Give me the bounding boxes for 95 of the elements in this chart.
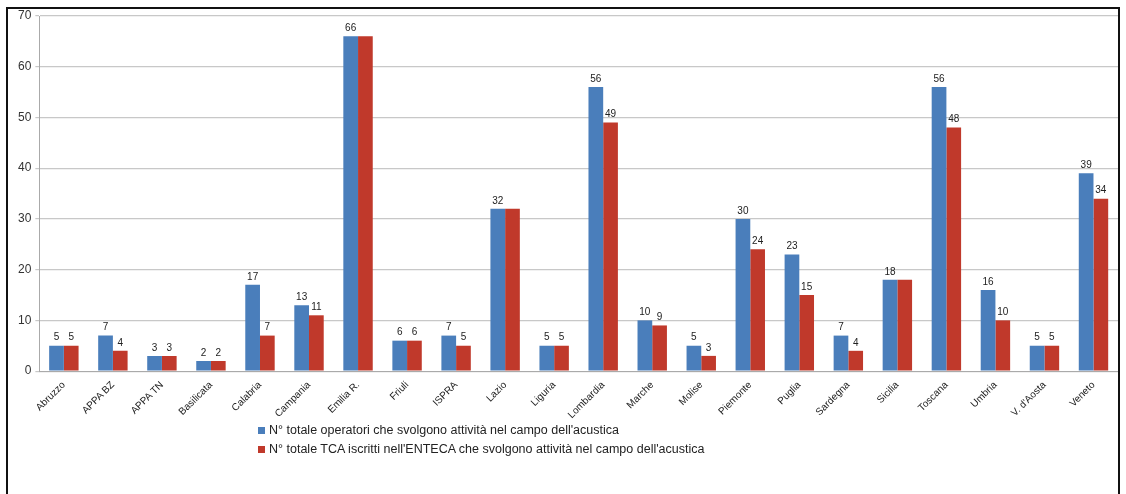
- data-label: 4: [852, 336, 859, 348]
- data-label: 30: [737, 204, 749, 216]
- data-label: 2: [215, 346, 222, 358]
- data-label: 49: [604, 108, 617, 120]
- bar: [784, 254, 800, 371]
- bar: [196, 360, 211, 371]
- bar: [897, 279, 913, 371]
- bar: [1029, 345, 1045, 371]
- data-label: 23: [786, 240, 798, 252]
- legend-label: N° totale TCA iscritti nell'ENTECA che svolgono attività nel campo dell'acustica: [269, 442, 705, 456]
- data-label: 56: [590, 72, 602, 84]
- data-label: 10: [639, 306, 651, 318]
- y-tick-label: 30: [17, 211, 32, 226]
- data-label: 17: [247, 270, 259, 282]
- bar: [441, 335, 457, 371]
- bar: [358, 36, 373, 371]
- bar: [539, 345, 555, 371]
- data-label: 10: [997, 306, 1009, 318]
- bar: [882, 279, 898, 371]
- bar: [63, 345, 79, 371]
- bar: [98, 335, 113, 371]
- data-label: 3: [166, 341, 173, 353]
- data-label: 5: [1049, 331, 1056, 343]
- data-label: 56: [933, 72, 946, 84]
- y-tick-label: 60: [17, 59, 32, 74]
- bar: [259, 335, 275, 371]
- data-label: 4: [117, 336, 124, 348]
- data-label: 5: [691, 331, 698, 343]
- data-label: 34: [1095, 184, 1107, 196]
- y-tick-label: 20: [17, 261, 32, 276]
- bar: [49, 345, 64, 371]
- bar: [343, 36, 359, 371]
- data-label: 32: [492, 194, 504, 206]
- data-label: 66: [345, 22, 357, 34]
- y-tick-label: 40: [17, 160, 32, 175]
- bar: [392, 340, 408, 371]
- data-label: 7: [838, 321, 845, 333]
- data-label: 13: [296, 290, 308, 302]
- data-label: 18: [884, 265, 897, 277]
- data-label: 9: [656, 311, 663, 323]
- y-tick-label: 70: [17, 8, 32, 23]
- bar: [161, 355, 177, 371]
- bar: [210, 360, 226, 371]
- bar: [1044, 345, 1060, 371]
- bar: [931, 87, 947, 371]
- bar: [652, 325, 667, 371]
- bar: [294, 305, 310, 371]
- data-label: 3: [151, 341, 158, 353]
- bar: [946, 127, 962, 371]
- bar: [637, 320, 653, 371]
- bar: [735, 218, 751, 371]
- bar: [112, 350, 128, 371]
- data-label: 2: [200, 346, 207, 358]
- y-tick-label: 50: [17, 109, 32, 124]
- bar: [588, 87, 604, 371]
- bar: [456, 345, 471, 371]
- bar: [554, 345, 569, 371]
- data-label: 16: [982, 275, 995, 287]
- data-label: 5: [544, 331, 551, 343]
- bar: [603, 122, 618, 371]
- bar: [701, 355, 716, 371]
- data-label: 39: [1080, 159, 1093, 171]
- data-label: 6: [396, 326, 403, 338]
- data-label: 7: [264, 321, 271, 333]
- data-label: 7: [445, 321, 452, 333]
- data-label: 3: [705, 341, 712, 353]
- bar: [505, 208, 520, 371]
- data-label: 7: [102, 321, 109, 333]
- y-tick-label: 0: [24, 363, 32, 378]
- data-label: 5: [460, 331, 467, 343]
- data-label: 5: [53, 331, 60, 343]
- bar: [995, 320, 1011, 371]
- data-label: 5: [68, 331, 75, 343]
- data-label: 48: [948, 113, 960, 125]
- bar: [309, 315, 324, 371]
- bar: [245, 284, 260, 371]
- data-label: 15: [801, 280, 813, 292]
- data-label: 6: [411, 326, 418, 338]
- bar: [407, 340, 422, 371]
- data-label: 11: [311, 301, 322, 313]
- bar: [848, 350, 864, 371]
- data-label: 5: [1034, 331, 1041, 343]
- bar: [980, 289, 996, 371]
- bar: [686, 345, 702, 371]
- y-tick-label: 10: [17, 312, 32, 327]
- bar: [799, 295, 815, 371]
- legend-label: N° totale operatori che svolgono attività nel campo dell'acustica: [269, 423, 619, 437]
- bar: [1093, 198, 1109, 371]
- bar: [1078, 173, 1094, 371]
- bar: [490, 208, 506, 371]
- bar: [147, 355, 162, 371]
- data-label: 5: [558, 331, 565, 343]
- data-label: 24: [752, 235, 764, 247]
- bar: [833, 335, 849, 371]
- bar: [750, 249, 765, 371]
